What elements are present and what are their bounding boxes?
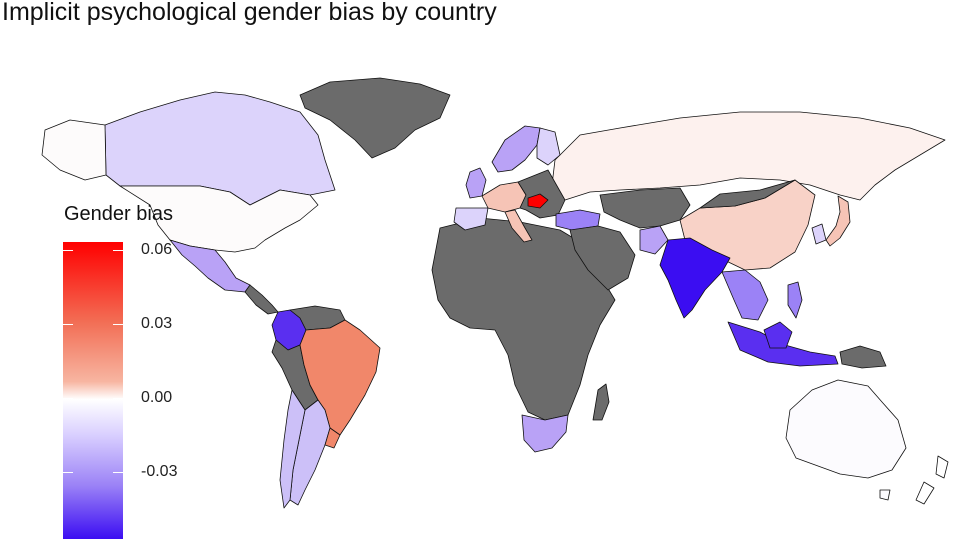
- legend-tick-right: [113, 398, 123, 399]
- region-madagascar[interactable]: [592, 383, 610, 421]
- legend-tick-right: [113, 250, 123, 251]
- region-spain[interactable]: [453, 207, 489, 231]
- legend-tick-label: -0.03: [141, 463, 178, 480]
- region-borneo[interactable]: [763, 321, 793, 349]
- region-south-africa[interactable]: [521, 414, 569, 453]
- region-mongolia[interactable]: [699, 179, 796, 209]
- legend-colorbar: [63, 242, 123, 539]
- region-japan[interactable]: [825, 195, 851, 247]
- region-usa[interactable]: [119, 185, 319, 253]
- region-korea[interactable]: [811, 223, 827, 245]
- region-new-zealand[interactable]: [935, 455, 949, 479]
- region-papua[interactable]: [839, 345, 887, 369]
- region-india[interactable]: [659, 237, 731, 319]
- region-new-zealand-south[interactable]: [915, 481, 935, 505]
- region-finland[interactable]: [536, 127, 561, 166]
- region-uruguay[interactable]: [324, 427, 341, 449]
- legend-tick-label: 0.00: [141, 389, 173, 406]
- legend-title: Gender bias: [64, 203, 173, 225]
- region-central-america[interactable]: [244, 284, 279, 315]
- region-scandinavia[interactable]: [491, 125, 541, 173]
- region-brazil[interactable]: [299, 319, 381, 436]
- region-greenland[interactable]: [299, 77, 451, 159]
- region-western-europe[interactable]: [481, 181, 527, 213]
- region-hungary[interactable]: [527, 193, 549, 209]
- region-philippines[interactable]: [787, 281, 803, 319]
- legend-tick-label: 0.06: [141, 241, 173, 258]
- region-russia[interactable]: [551, 111, 946, 201]
- region-alaska[interactable]: [41, 119, 107, 181]
- region-italy[interactable]: [504, 209, 533, 243]
- region-chile[interactable]: [279, 389, 306, 509]
- region-tasmania[interactable]: [879, 489, 891, 501]
- legend-tick-label: 0.03: [141, 315, 173, 332]
- legend-tick-left: [63, 472, 73, 473]
- legend-tick-right: [113, 324, 123, 325]
- legend-tick-right: [113, 472, 123, 473]
- region-afghanistan[interactable]: [639, 225, 669, 255]
- region-uk[interactable]: [465, 167, 487, 199]
- legend-tick-left: [63, 324, 73, 325]
- region-australia[interactable]: [785, 379, 907, 479]
- map-title: Implicit psychological gender bias by co…: [2, 0, 497, 26]
- region-central-asia[interactable]: [599, 187, 691, 229]
- legend-tick-left: [63, 398, 73, 399]
- region-middle-east[interactable]: [569, 225, 636, 291]
- region-southeast-asia[interactable]: [721, 269, 769, 321]
- legend-tick-left: [63, 250, 73, 251]
